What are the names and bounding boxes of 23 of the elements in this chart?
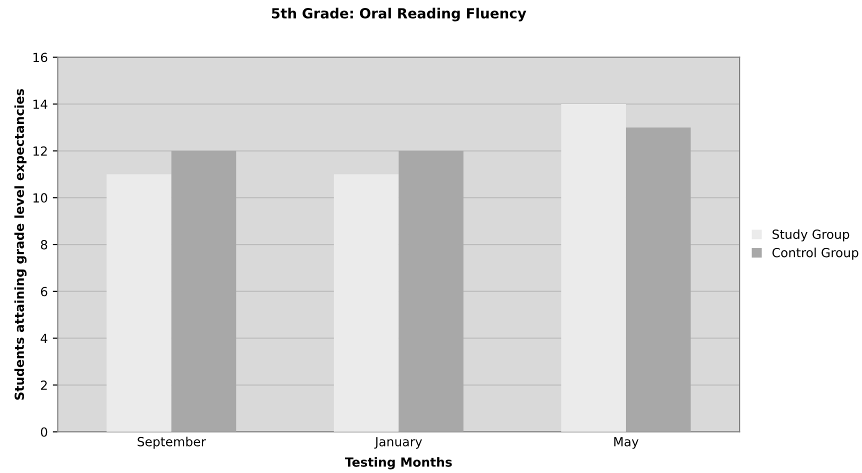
y-tick-label: 6 (40, 286, 48, 296)
x-tick-label: September (138, 436, 206, 449)
y-tick-label: 0 (40, 427, 48, 437)
y-axis-title: Students attaining grade level expectancies (14, 89, 27, 400)
y-tick-label: 12 (34, 146, 47, 156)
x-axis-title: Testing Months (344, 457, 452, 470)
bar (626, 127, 691, 432)
y-tick-label: 2 (40, 380, 47, 390)
legend-label: Study Group (772, 229, 850, 242)
x-tick-label: January (374, 437, 422, 449)
y-tick-label: 8 (40, 240, 48, 250)
bar (334, 174, 399, 432)
bar (171, 150, 236, 432)
y-tick-label: 10 (34, 193, 48, 203)
bar (106, 174, 172, 432)
legend-label: Control Group (772, 248, 858, 260)
chart-title: 5th Grade: Oral Reading Fluency (272, 8, 526, 22)
bar (398, 150, 464, 432)
y-tick-label: 14 (34, 100, 48, 109)
bar (561, 104, 626, 432)
y-tick-label: 4 (40, 334, 48, 343)
x-tick-label: May (614, 437, 639, 449)
y-tick-label: 16 (34, 52, 48, 62)
